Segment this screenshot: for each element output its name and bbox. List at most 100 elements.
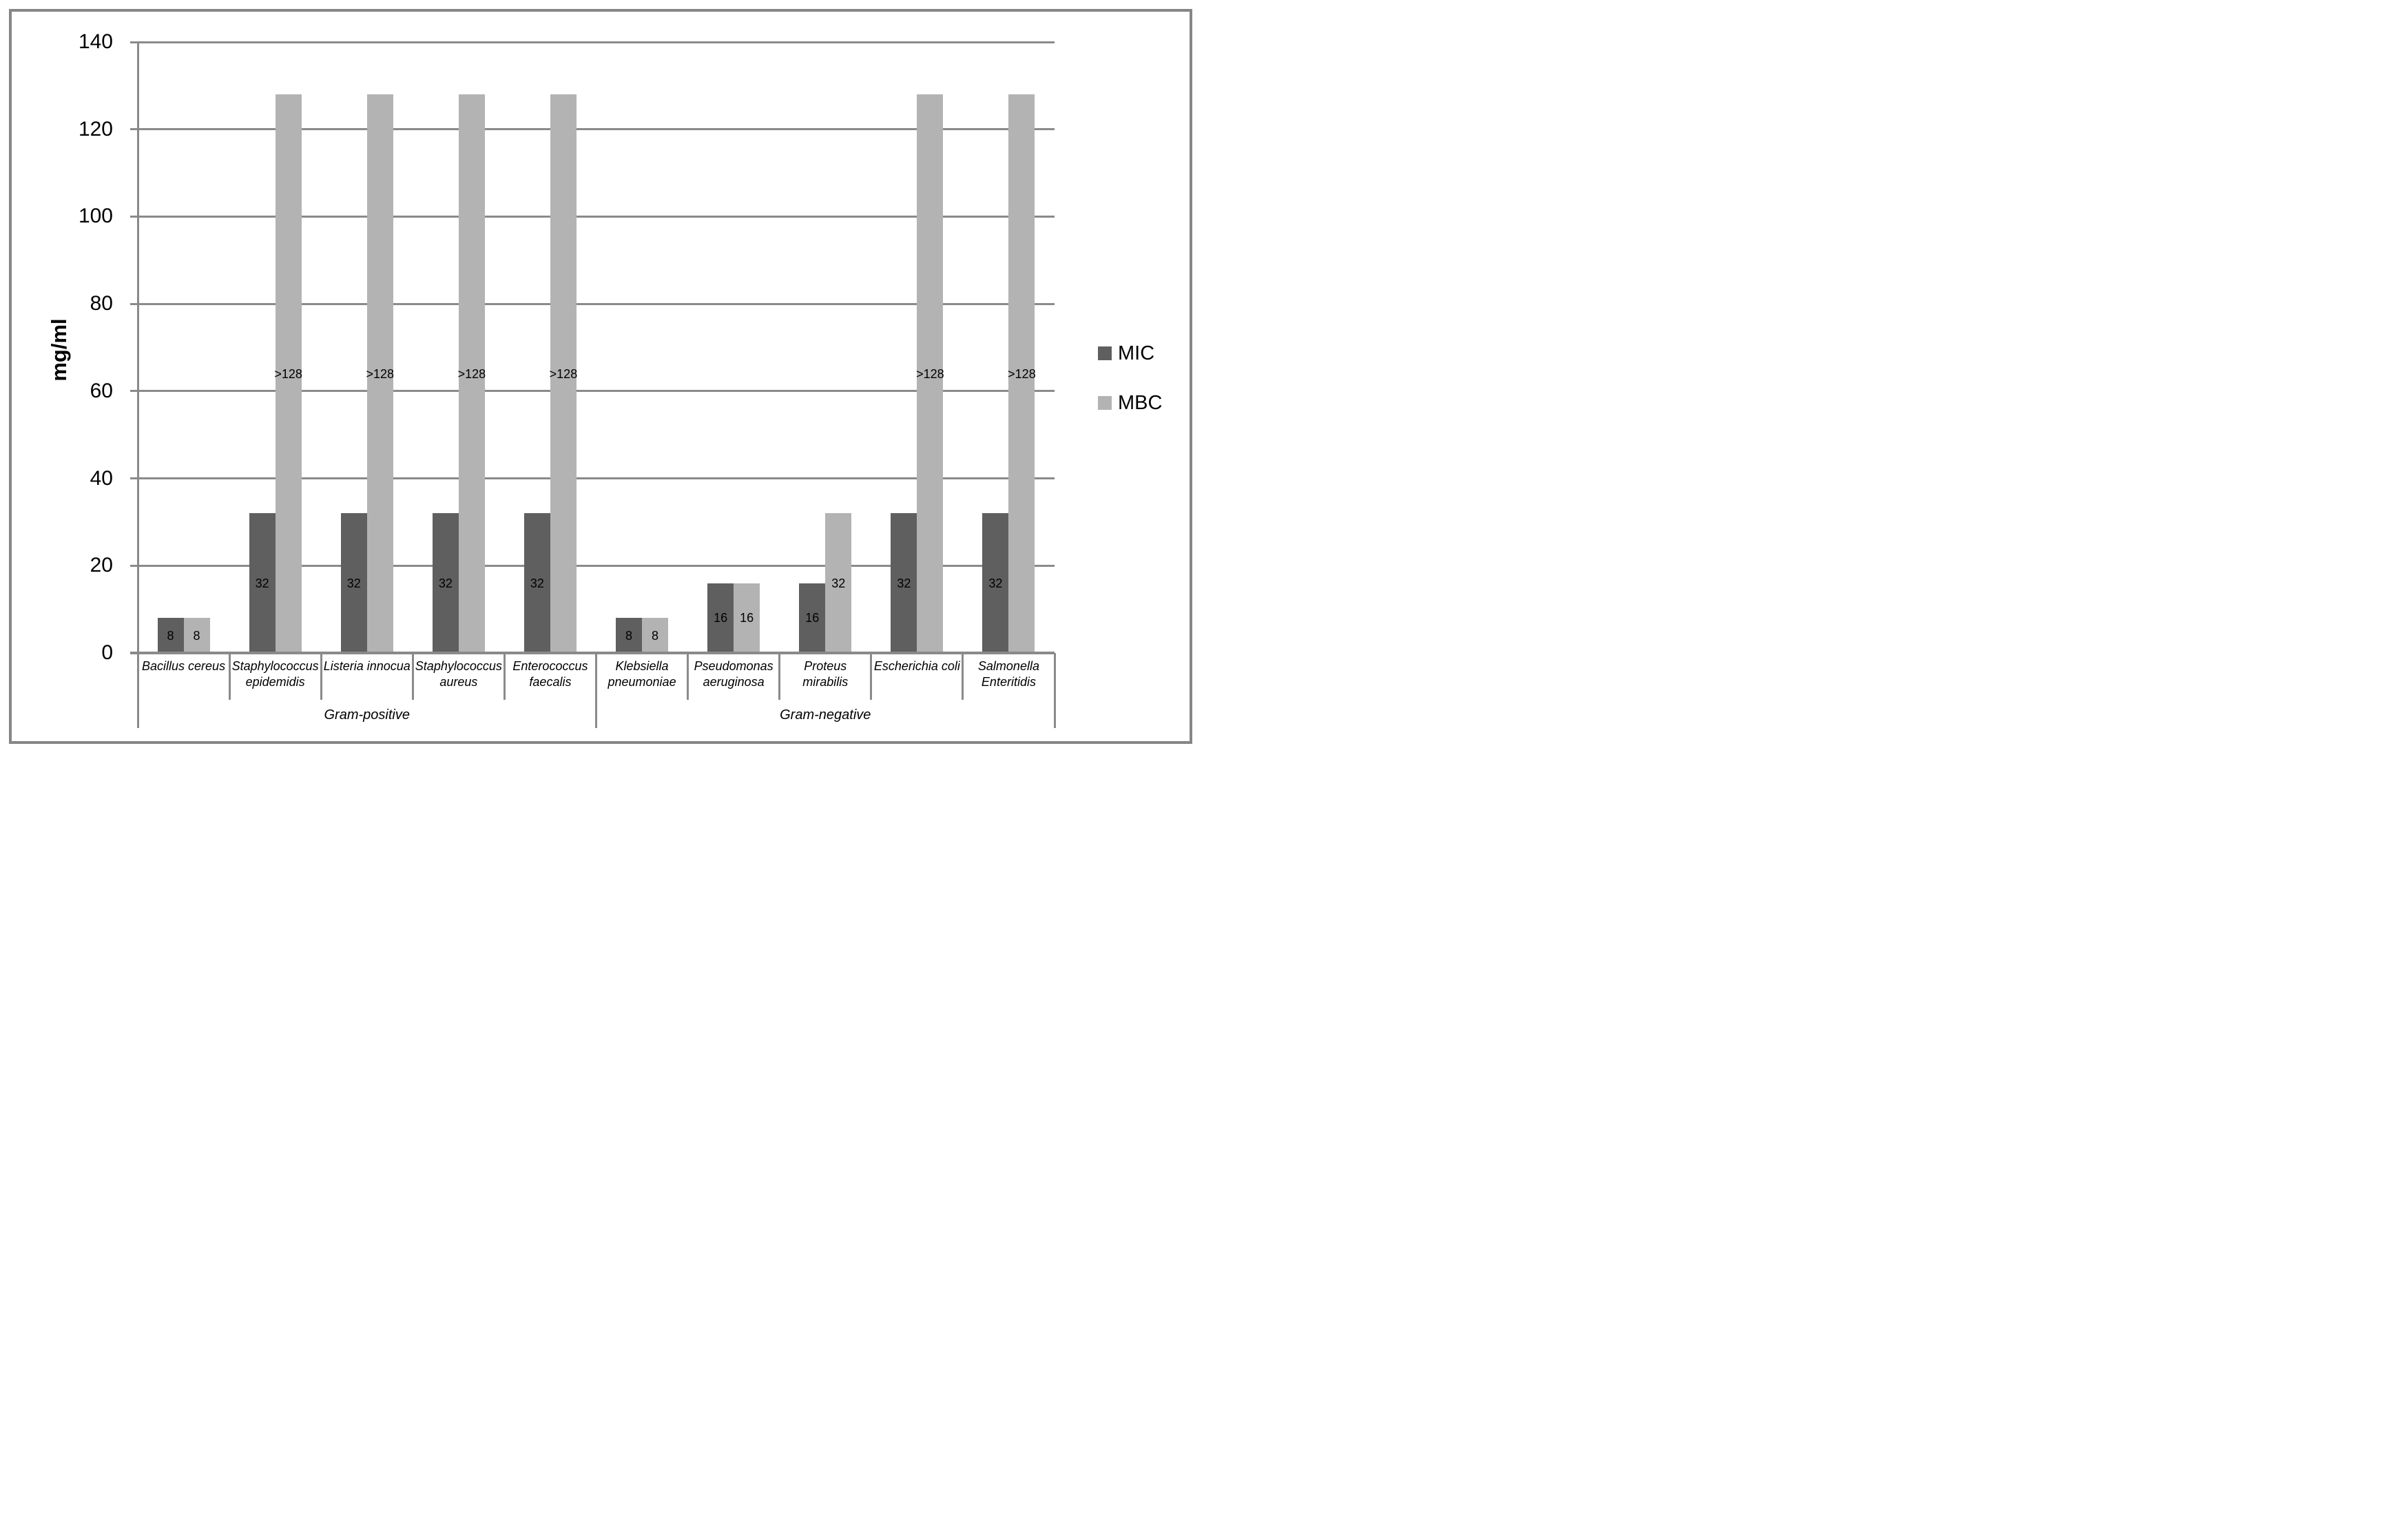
- bar-value-label-mic-7: 16: [805, 611, 820, 625]
- bar-mic-4: [523, 513, 550, 653]
- category-label-line: faecalis: [529, 675, 572, 689]
- bar-mbc-9: [1008, 94, 1035, 653]
- gridline-40: [130, 477, 1055, 480]
- category-label-0: Bacillus cereus: [138, 658, 229, 674]
- bar-mbc-1: [275, 94, 302, 653]
- category-label-line: Salmonella: [977, 659, 1039, 673]
- category-separator-3: [411, 653, 414, 700]
- bar-mic-5: [616, 618, 643, 653]
- y-tick-label-60: 60: [90, 379, 113, 402]
- y-axis-line: [136, 42, 139, 728]
- bar-value-label-mbc-0: 8: [193, 628, 200, 643]
- category-label-line: Listeria innocua: [323, 659, 411, 673]
- category-label-line: aeruginosa: [703, 675, 765, 689]
- category-separator-7: [778, 653, 781, 700]
- category-label-line: mirabilis: [802, 675, 849, 689]
- bar-mic-8: [891, 513, 917, 653]
- bar-mbc-7: [825, 513, 852, 653]
- category-label-9: Salmonella Enteritidis: [963, 658, 1055, 690]
- category-separator-8: [870, 653, 873, 700]
- category-label-1: Staphylococcus epidemidis: [229, 658, 321, 690]
- category-separator-1: [228, 653, 231, 700]
- category-label-4: Enterococcus faecalis: [504, 658, 596, 690]
- bar-mbc-3: [458, 94, 485, 653]
- bar-value-label-mbc-6: 16: [740, 611, 754, 625]
- bar-mbc-5: [642, 618, 669, 653]
- bar-value-label-mbc-3: >128: [457, 366, 486, 381]
- category-label-line: Enteritidis: [981, 675, 1036, 689]
- bar-value-label-mic-9: 32: [988, 576, 1003, 590]
- category-label-7: Proteus mirabilis: [780, 658, 871, 690]
- group-label-gram-negative: Gram-negative: [780, 707, 871, 723]
- category-label-line: Staphylococcus: [415, 659, 502, 673]
- gridline-100: [130, 215, 1055, 218]
- y-tick-label-0: 0: [101, 641, 113, 664]
- category-separator-9: [962, 653, 964, 700]
- bar-value-label-mic-5: 8: [625, 628, 633, 643]
- y-tick-label-20: 20: [90, 554, 113, 577]
- legend-item-mbc: MBC: [1098, 393, 1162, 413]
- bar-mbc-4: [550, 94, 577, 653]
- bar-mbc-6: [734, 583, 760, 653]
- category-label-8: Escherichia coli: [871, 658, 963, 674]
- category-label-6: Pseudomonas aeruginosa: [688, 658, 780, 690]
- bar-mbc-0: [183, 618, 210, 653]
- gridline-20: [130, 564, 1055, 567]
- category-label-line: Bacillus cereus: [142, 659, 226, 673]
- category-separator-6: [687, 653, 689, 700]
- bar-value-label-mbc-4: >128: [549, 366, 578, 381]
- plot-area: 0 20 40 60 80 100 120 140 8 8 32 >128 32 >128 32 >128 32…: [0, 0, 1204, 758]
- bar-value-label-mic-1: 32: [255, 576, 269, 590]
- bar-value-label-mic-3: 32: [438, 576, 453, 590]
- figure-border: [9, 9, 1192, 744]
- x-axis-line: [130, 652, 1055, 654]
- gridline-80: [130, 302, 1055, 305]
- bar-mic-9: [982, 513, 1009, 653]
- chart-figure: mg/ml 0 20 40 60 80 100 120 140 8 8 32 >128 32 >128 32…: [0, 0, 1204, 758]
- y-tick-label-140: 140: [78, 30, 113, 53]
- category-label-2: Listeria innocua: [321, 658, 413, 674]
- category-label-line: pneumoniae: [608, 675, 676, 689]
- bar-value-label-mic-0: 8: [167, 628, 174, 643]
- category-label-line: Escherichia coli: [873, 659, 960, 673]
- bar-mbc-8: [917, 94, 944, 653]
- bar-value-label-mbc-7: 32: [831, 576, 846, 590]
- bar-value-label-mic-8: 32: [897, 576, 911, 590]
- gridline-120: [130, 128, 1055, 131]
- group-separator-10: [1053, 653, 1056, 728]
- category-label-5: Klebsiella pneumoniae: [596, 658, 688, 690]
- category-label-line: Staphylococcus: [231, 659, 319, 673]
- y-tick-label-80: 80: [90, 292, 113, 315]
- group-label-gram-positive: Gram-positive: [324, 707, 410, 723]
- legend-swatch-mic: [1098, 346, 1112, 360]
- legend-swatch-mbc: [1098, 396, 1112, 410]
- category-separator-4: [503, 653, 506, 700]
- legend-item-mic: MIC: [1098, 343, 1162, 364]
- category-label-3: Staphylococcus aureus: [413, 658, 504, 690]
- bar-mbc-2: [366, 94, 393, 653]
- gridline-60: [130, 390, 1055, 393]
- legend-label-mic: MIC: [1118, 342, 1155, 364]
- bar-mic-6: [707, 583, 734, 653]
- bar-mic-2: [340, 513, 367, 653]
- y-tick-label-40: 40: [90, 466, 113, 490]
- category-label-line: Klebsiella: [615, 659, 669, 673]
- category-label-line: aureus: [439, 675, 478, 689]
- bar-value-label-mbc-1: >128: [274, 366, 302, 381]
- y-tick-label-100: 100: [78, 205, 113, 228]
- bar-value-label-mic-4: 32: [530, 576, 544, 590]
- category-label-line: epidemidis: [245, 675, 305, 689]
- gridline-140: [130, 41, 1055, 43]
- category-label-line: Enterococcus: [512, 659, 588, 673]
- y-tick-label-120: 120: [78, 117, 113, 141]
- legend-label-mbc: MBC: [1118, 392, 1163, 414]
- category-separator-2: [320, 653, 322, 700]
- category-label-line: Pseudomonas: [694, 659, 774, 673]
- category-label-line: Proteus: [804, 659, 847, 673]
- bar-mic-1: [249, 513, 276, 653]
- bar-value-label-mbc-5: 8: [652, 628, 659, 643]
- legend: MIC MBC: [1098, 343, 1162, 413]
- bar-mic-3: [432, 513, 459, 653]
- bar-value-label-mbc-9: >128: [1008, 366, 1036, 381]
- bar-mic-0: [157, 618, 184, 653]
